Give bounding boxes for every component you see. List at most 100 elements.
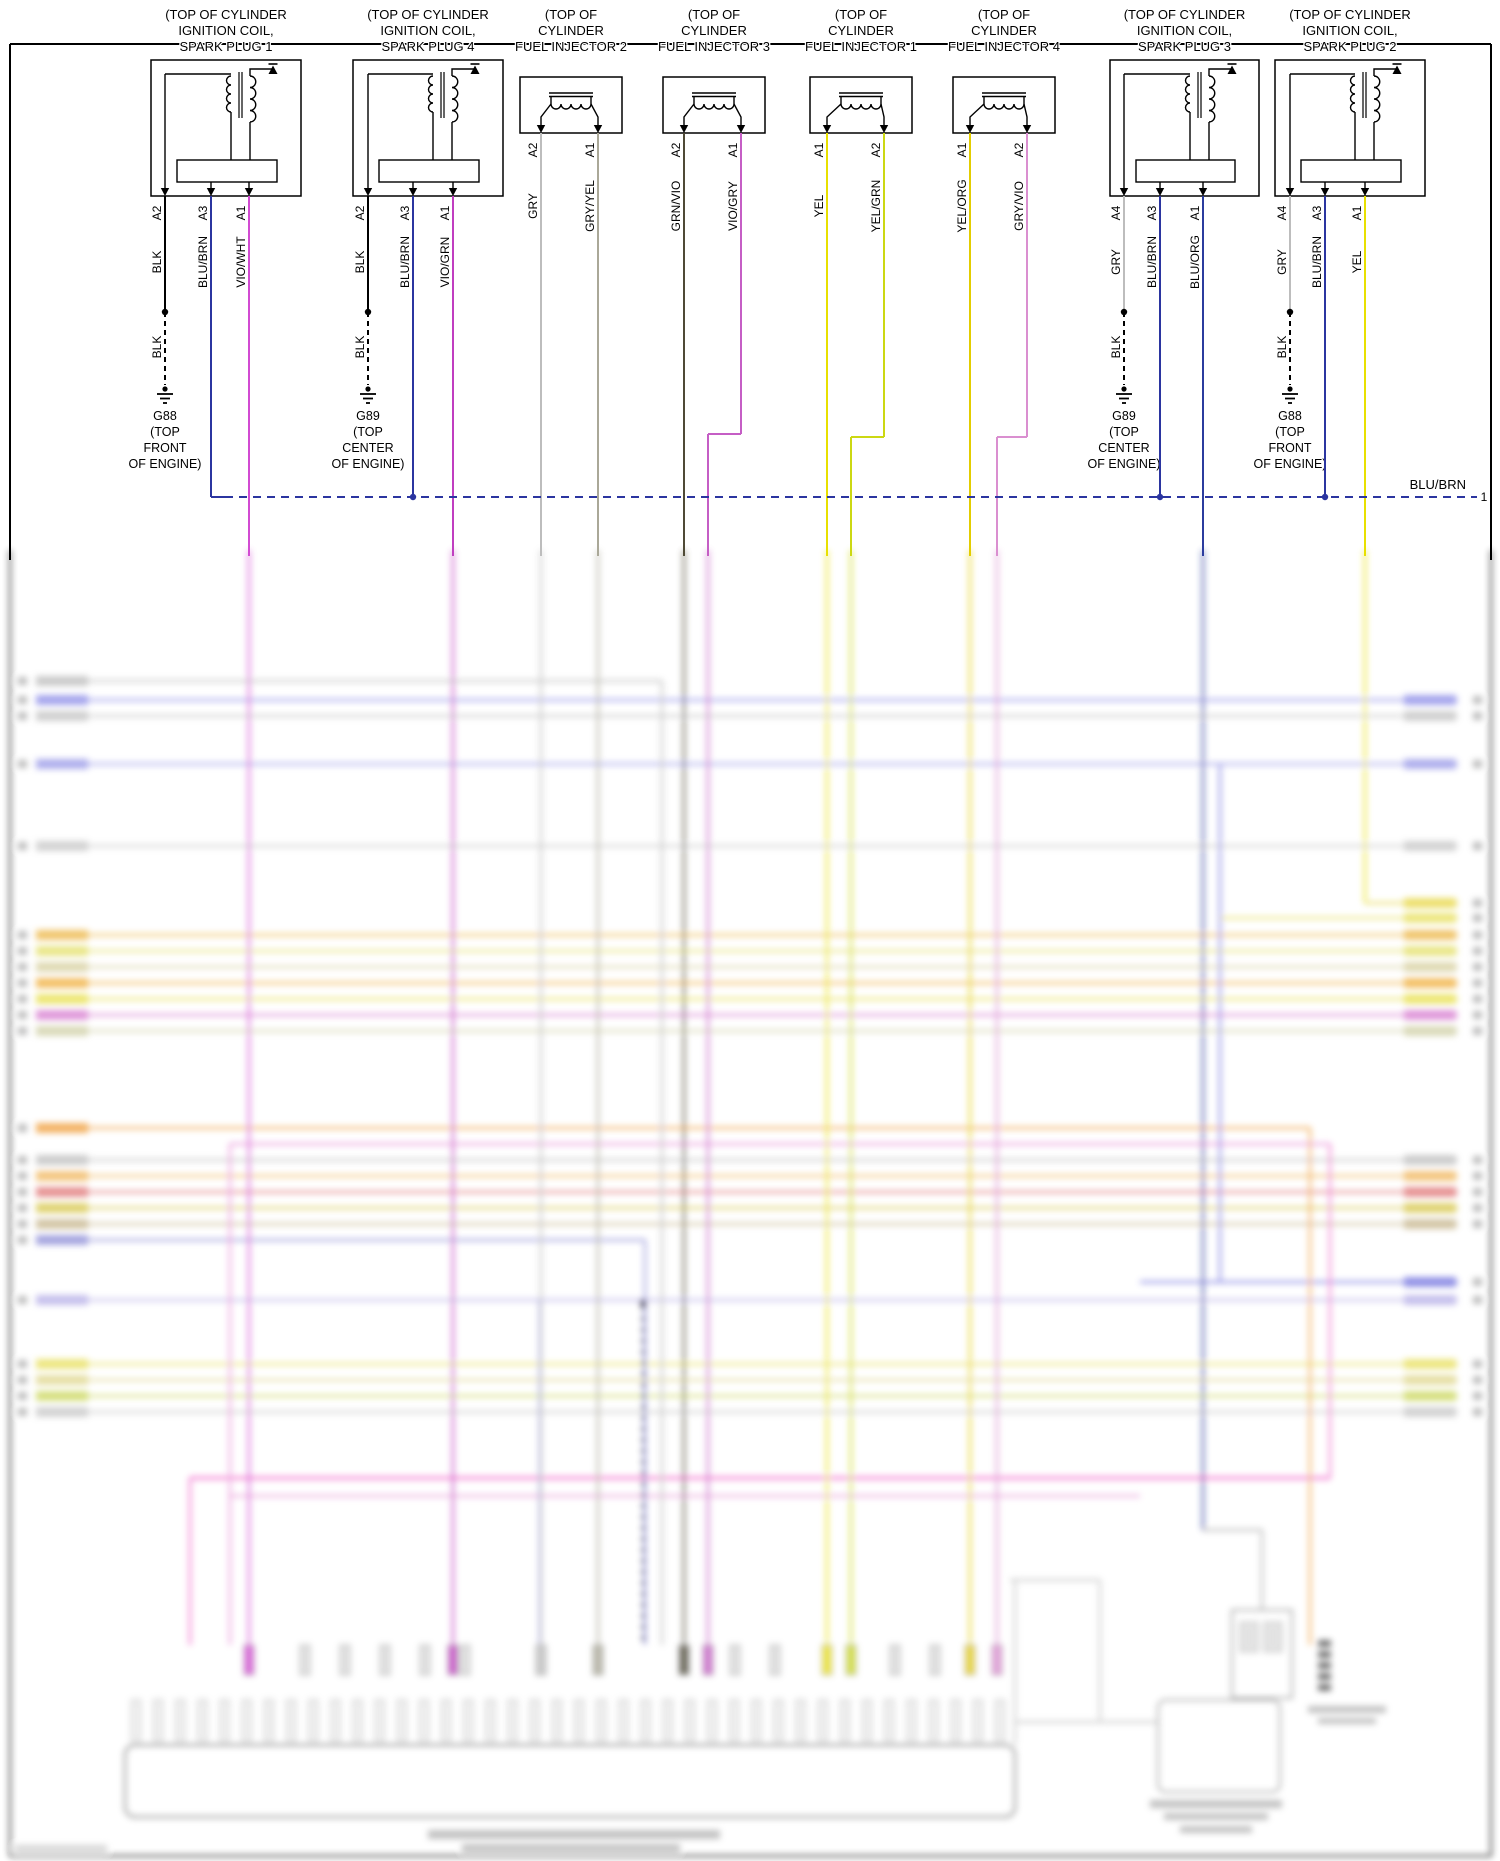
blurred-label-smudge xyxy=(1404,711,1456,721)
wire-color-label: VIO/GRN xyxy=(438,237,452,288)
diode-icon xyxy=(268,65,278,74)
blurred-label-smudge xyxy=(36,1171,88,1181)
component-header: SPARK PLUG 1 xyxy=(180,39,273,54)
blurred-pin-number-smudge xyxy=(18,1220,27,1228)
blurred-label-smudge xyxy=(36,695,88,705)
pin-label: A3 xyxy=(1310,205,1324,220)
fuel-injector-icon xyxy=(880,103,885,125)
blurred-pin-number-smudge xyxy=(1473,712,1482,720)
wire-color-label: YEL/GRN xyxy=(869,180,883,233)
blurred-label-smudge xyxy=(1404,930,1456,940)
blurred-pin-number-smudge xyxy=(1473,696,1482,704)
blurred-pin-number-smudge xyxy=(1473,1278,1482,1286)
pin-arrow-icon xyxy=(1285,188,1295,196)
connector-stub xyxy=(592,1644,604,1676)
pin-label: A1 xyxy=(234,205,248,220)
blurred-label-smudge xyxy=(36,1026,88,1036)
sensor-box-pin xyxy=(1263,1621,1283,1653)
blurred-pin-number-smudge xyxy=(1473,1220,1482,1228)
pin-label: A2 xyxy=(150,205,164,220)
component-header: FUEL INJECTOR 3 xyxy=(658,39,770,54)
ecm-pin xyxy=(574,1699,585,1743)
blurred-pin-number-smudge xyxy=(18,979,27,987)
fuel-injector-icon xyxy=(693,103,735,110)
pin-label: A2 xyxy=(526,142,540,157)
ground-location-label: G88 xyxy=(1278,409,1302,423)
pin-arrow-icon xyxy=(1360,188,1370,196)
blurred-pin-number-smudge xyxy=(18,842,27,850)
pin-label: A3 xyxy=(1145,205,1159,220)
fuel-injector-icon xyxy=(983,103,1025,110)
ecm-pin xyxy=(684,1699,695,1743)
blurred-label-smudge xyxy=(1404,759,1456,769)
bus-wire-label: BLU/BRN xyxy=(1410,477,1466,492)
component-header: (TOP OF CYLINDER xyxy=(1124,7,1246,22)
bus-junction-dot xyxy=(1321,493,1329,501)
pin-arrow-icon xyxy=(1119,188,1129,196)
coil-connector-box xyxy=(378,159,480,183)
blurred-caption-smudge xyxy=(428,1830,720,1839)
pin-label: A2 xyxy=(869,142,883,157)
blurred-pin-number-smudge xyxy=(1473,1392,1482,1400)
pin-arrow-icon xyxy=(1022,125,1032,133)
component-header: FUEL INJECTOR 2 xyxy=(515,39,627,54)
blurred-label-smudge xyxy=(1404,1375,1456,1385)
blurred-caption-smudge xyxy=(462,1844,680,1852)
ground-location-label: CENTER xyxy=(342,441,393,455)
pin-arrow-icon xyxy=(448,188,458,196)
component-box xyxy=(952,76,1056,134)
sensor-box xyxy=(1231,1609,1293,1699)
blurred-label-smudge xyxy=(36,841,88,851)
component-header: IGNITION COIL, xyxy=(178,23,273,38)
blurred-label-smudge xyxy=(1404,695,1456,705)
pin-label: A2 xyxy=(1012,142,1026,157)
wire-color-label: GRY xyxy=(1275,249,1289,275)
blurred-pin-number-smudge xyxy=(1473,931,1482,939)
blurred-pin-number-smudge xyxy=(1473,1296,1482,1304)
blurred-pin-number-smudge xyxy=(18,1204,27,1212)
component-header: FUEL INJECTOR 1 xyxy=(805,39,917,54)
ignition-coil-icon xyxy=(451,75,459,123)
ignition-coil-icon xyxy=(1373,75,1381,123)
blurred-pin-number-smudge xyxy=(18,995,27,1003)
blurred-pin-number-smudge xyxy=(18,947,27,955)
blurred-label-smudge xyxy=(36,676,88,686)
blurred-pin-number-smudge xyxy=(1473,1188,1482,1196)
ground-location-label: OF ENGINE) xyxy=(1254,457,1327,471)
ignition-coil-icon xyxy=(427,75,434,113)
wire-color-label: BLK xyxy=(1109,336,1123,359)
connector-stub xyxy=(991,1644,1003,1676)
ecm-pin xyxy=(662,1699,673,1743)
component-header: SPARK PLUG 2 xyxy=(1304,39,1397,54)
coil-connector-box xyxy=(1300,159,1402,183)
blurred-label-smudge xyxy=(1404,1295,1456,1305)
blurred-pin-smudge xyxy=(1318,1662,1331,1669)
sensor-box xyxy=(1157,1699,1281,1793)
pin-label: A1 xyxy=(1350,205,1364,220)
component-box xyxy=(352,59,504,197)
blurred-pin-smudge xyxy=(1318,1640,1331,1647)
ecm-pin xyxy=(197,1699,208,1743)
blurred-label-smudge xyxy=(1404,1026,1456,1036)
component-header: CYLINDER xyxy=(538,23,604,38)
ecm-pin xyxy=(308,1699,319,1743)
blurred-label-smudge xyxy=(36,1295,88,1305)
blurred-label-smudge xyxy=(1404,1219,1456,1229)
ground-location-label: G89 xyxy=(356,409,380,423)
ecm-pin xyxy=(175,1699,186,1743)
connector-stub xyxy=(929,1644,941,1676)
pin-label: A3 xyxy=(398,205,412,220)
blurred-pin-number-smudge xyxy=(18,1011,27,1019)
blurred-label-smudge xyxy=(36,1010,88,1020)
component-box xyxy=(662,76,766,134)
blurred-label-smudge xyxy=(36,930,88,940)
ecm-pin xyxy=(551,1699,562,1743)
wire-color-label: GRY/VIO xyxy=(1012,181,1026,231)
blurred-label-smudge xyxy=(1404,1203,1456,1213)
component-header: (TOP OF xyxy=(835,7,887,22)
blurred-label-smudge xyxy=(1404,1010,1456,1020)
